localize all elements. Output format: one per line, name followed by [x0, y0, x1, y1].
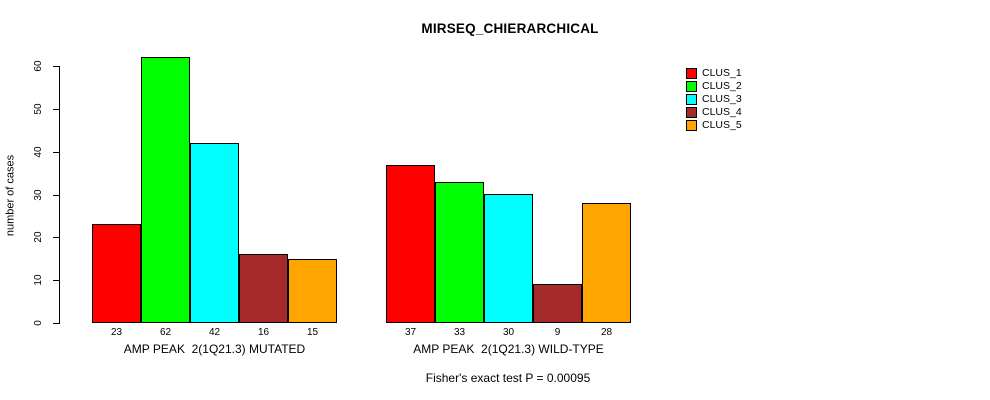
legend-swatch-clus_1: [686, 68, 697, 79]
y-tick-mark: [53, 108, 59, 110]
y-tick-label: 40: [33, 146, 44, 158]
bar-clus_4-wildtype: [533, 284, 582, 323]
group-label: AMP PEAK 2(1Q21.3) WILD-TYPE: [413, 342, 604, 356]
legend-label: CLUS_5: [702, 119, 742, 131]
legend-entry: CLUS_4: [686, 106, 742, 119]
y-tick-mark: [53, 237, 59, 239]
legend: CLUS_1 CLUS_2 CLUS_3 CLUS_4 CLUS_5: [686, 67, 742, 132]
bar-clus_2-wildtype: [435, 182, 484, 323]
legend-entry: CLUS_1: [686, 67, 742, 80]
group-label: AMP PEAK 2(1Q21.3) MUTATED: [123, 342, 306, 356]
legend-swatch-clus_5: [686, 120, 697, 131]
y-axis-label: number of cases: [4, 154, 17, 237]
y-tick-label: 10: [33, 274, 44, 286]
bar-value-label: 9: [554, 327, 561, 338]
legend-label: CLUS_3: [702, 93, 742, 105]
legend-entry: CLUS_3: [686, 93, 742, 106]
y-tick-label: 50: [33, 103, 44, 115]
bar-value-label: 23: [110, 327, 123, 338]
y-tick-label: 20: [33, 231, 44, 243]
y-tick-label: 30: [33, 188, 44, 201]
bar-value-label: 30: [502, 327, 515, 338]
bar-clus_3-wildtype: [484, 194, 533, 323]
y-tick-mark: [53, 151, 59, 153]
bar-value-label: 62: [159, 327, 172, 338]
chart-title: MIRSEQ_CHIERARCHICAL: [421, 21, 599, 36]
y-tick-label: 60: [33, 60, 44, 72]
y-tick-mark: [53, 323, 59, 324]
bar-clus_2-mutated: [141, 57, 190, 323]
y-tick-mark: [53, 66, 59, 67]
y-axis-line: [59, 66, 60, 324]
y-tick-label: 0: [33, 320, 44, 326]
legend-label: CLUS_1: [702, 67, 742, 79]
y-tick-mark: [53, 194, 59, 196]
bar-value-label: 37: [404, 327, 417, 338]
bar-clus_5-mutated: [288, 259, 337, 323]
legend-label: CLUS_2: [702, 80, 742, 92]
bar-value-label: 33: [453, 327, 466, 338]
bar-clus_1-wildtype: [386, 165, 435, 323]
legend-entry: CLUS_5: [686, 119, 742, 132]
legend-swatch-clus_3: [686, 94, 697, 105]
bar-value-label: 15: [306, 327, 319, 338]
bar-value-label: 28: [600, 327, 613, 338]
bar-value-label: 42: [208, 327, 221, 338]
legend-label: CLUS_4: [702, 106, 742, 118]
footnote-text: Fisher's exact test P = 0.00095: [425, 371, 591, 385]
bar-value-label: 16: [257, 327, 270, 338]
bar-clus_1-mutated: [92, 224, 141, 323]
legend-swatch-clus_2: [686, 81, 697, 92]
bar-clus_3-mutated: [190, 143, 239, 323]
bar-clus_5-wildtype: [582, 203, 631, 323]
legend-entry: CLUS_2: [686, 80, 742, 93]
legend-swatch-clus_4: [686, 107, 697, 118]
y-tick-mark: [53, 280, 59, 282]
bar-clus_4-mutated: [239, 254, 288, 323]
